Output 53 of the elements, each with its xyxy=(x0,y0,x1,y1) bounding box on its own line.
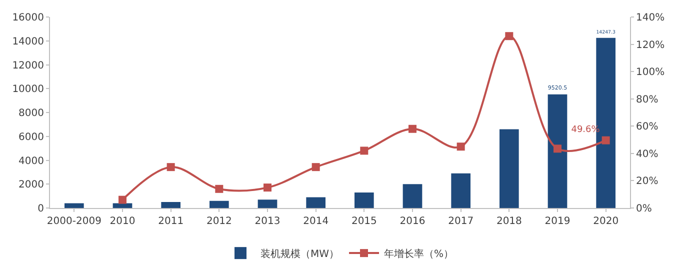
y2-tick-label: 20% xyxy=(636,176,658,188)
x-tick-label: 2017 xyxy=(448,216,474,227)
x-tick-label: 2016 xyxy=(400,216,426,227)
y2-tick-label: 100% xyxy=(636,67,665,78)
y-tick-label: 4000 xyxy=(18,156,44,167)
x-tick-label: 2011 xyxy=(158,216,184,227)
point xyxy=(554,144,562,153)
bar xyxy=(258,200,278,208)
point xyxy=(118,196,126,204)
y-tick-label: 12000 xyxy=(12,60,44,72)
x-tick-label: 2019 xyxy=(544,216,570,227)
x-tick-label: 2020 xyxy=(593,216,619,227)
y2-tick-label: 60% xyxy=(636,122,658,133)
point xyxy=(505,32,514,40)
y-tick-label: 16000 xyxy=(12,12,44,24)
bar xyxy=(64,203,84,208)
bar xyxy=(402,184,422,208)
x-tick-label: 2014 xyxy=(303,216,329,227)
y2-tick-label: 80% xyxy=(636,94,658,106)
point xyxy=(456,142,465,151)
x-tick-label: 2010 xyxy=(110,216,136,227)
y2-tick-label: 0% xyxy=(636,204,652,214)
bar xyxy=(548,94,568,208)
x-tick-label: 2013 xyxy=(254,216,280,227)
x-tick-label: 2015 xyxy=(351,216,377,227)
point xyxy=(215,184,224,193)
point xyxy=(360,146,368,155)
y-tick-label: 2000 xyxy=(18,180,44,191)
x-tick-label: 2018 xyxy=(496,216,522,227)
point xyxy=(602,136,610,144)
y-tick-label: 10000 xyxy=(12,84,44,96)
bar xyxy=(306,197,326,208)
bar xyxy=(161,202,180,208)
y-tick-label: 0 xyxy=(38,204,44,214)
legend-label: 装机规模（MW） xyxy=(260,248,340,260)
point xyxy=(166,163,175,172)
bar xyxy=(210,200,229,208)
bar xyxy=(354,192,374,208)
point xyxy=(408,124,416,133)
y2-tick-label: 120% xyxy=(636,40,665,51)
y2-tick-label: 40% xyxy=(636,148,658,160)
point xyxy=(312,163,320,172)
bar xyxy=(112,203,132,208)
y2-tick-label: 140% xyxy=(636,12,665,24)
legend-label: 年增长率（%） xyxy=(384,248,454,260)
point xyxy=(264,184,272,192)
y-tick-label: 14000 xyxy=(12,36,44,48)
x-tick-label: 2000-2009 xyxy=(46,216,102,227)
y-tick-label: 6000 xyxy=(18,132,44,143)
bar xyxy=(451,173,470,208)
y-tick-label: 8000 xyxy=(18,108,44,119)
bar xyxy=(500,129,519,208)
x-tick-label: 2012 xyxy=(206,216,232,227)
